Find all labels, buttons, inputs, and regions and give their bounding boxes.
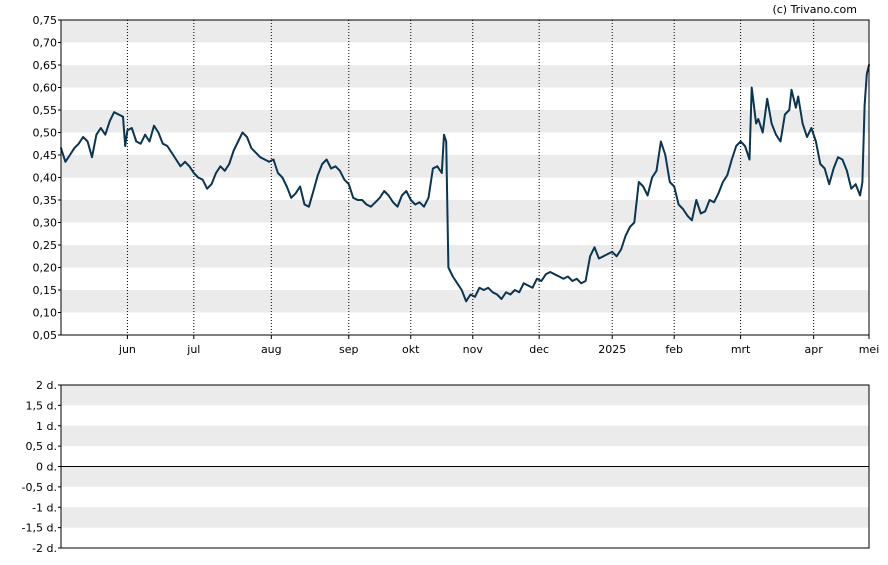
y-tick-label: -1 d. <box>32 501 57 514</box>
y-tick-label: 0,35 <box>33 194 58 207</box>
grid-band <box>61 385 869 406</box>
grid-band <box>61 245 869 268</box>
credit-text: (c) Trivano.com <box>772 3 857 16</box>
grid-band <box>61 20 869 43</box>
grid-band <box>61 110 869 133</box>
y-tick-label: 0,30 <box>33 217 58 230</box>
x-tick-label: apr <box>805 343 824 356</box>
grid-band <box>61 155 869 178</box>
price-chart-panel: 0,75 0,70 0,65 0,60 0,55 0,50 0,45 0,40 0,35 0,30… <box>33 14 880 356</box>
y-tick-label: 0,50 <box>33 127 58 140</box>
y-tick-label: 0,10 <box>33 307 58 320</box>
grid-band <box>61 65 869 88</box>
y-tick-label: 0,65 <box>33 59 58 72</box>
y-tick-label: 0,40 <box>33 172 58 185</box>
price-chart-bands <box>61 20 869 313</box>
x-tick-label: jun <box>118 343 136 356</box>
x-tick-label: mei <box>859 343 880 356</box>
volume-chart-frame <box>60 384 870 549</box>
y-tick-label: 0,55 <box>33 104 58 117</box>
y-tick-label: 0 d. <box>36 461 57 474</box>
y-tick-label: 1 d. <box>36 420 57 433</box>
grid-band <box>61 466 869 487</box>
y-tick-label: 0,75 <box>33 14 58 27</box>
x-tick-label: 2025 <box>598 343 626 356</box>
volume-chart-bands <box>61 385 869 528</box>
x-tick-label: feb <box>665 343 683 356</box>
y-tick-label: 0,60 <box>33 82 58 95</box>
y-tick-label: -0,5 d. <box>22 481 57 494</box>
y-tick-label: 0,15 <box>33 284 58 297</box>
x-tick-label: mrt <box>731 343 751 356</box>
y-tick-label: 0,20 <box>33 262 58 275</box>
x-tick-label: sep <box>339 343 358 356</box>
grid-band <box>61 425 869 447</box>
y-tick-label: 0,70 <box>33 37 58 50</box>
volume-chart-panel: 2 d. 1,5 d. 1 d. 0,5 d. 0 d. -0,5 d. -1 d. -1,5… <box>22 379 870 555</box>
y-tick-label: 2 d. <box>36 379 57 392</box>
x-tick-label: dec <box>529 343 549 356</box>
x-tick-label: nov <box>463 343 484 356</box>
y-tick-label: 0,05 <box>33 329 58 342</box>
grid-band <box>61 290 869 313</box>
price-series-line <box>60 64 870 303</box>
x-tick-label: jul <box>186 343 200 356</box>
y-tick-label: -1,5 d. <box>22 522 57 535</box>
y-tick-label: -2 d. <box>32 542 57 555</box>
grid-band <box>61 200 869 223</box>
y-tick-label: 0,25 <box>33 239 58 252</box>
grid-band <box>61 507 869 528</box>
y-tick-label: 0,5 d. <box>26 440 57 453</box>
price-y-axis: 0,75 0,70 0,65 0,60 0,55 0,50 0,45 0,40 0,35 0,30… <box>33 14 61 342</box>
x-tick-label: okt <box>402 343 420 356</box>
y-tick-label: 0,45 <box>33 149 58 162</box>
price-chart-frame <box>60 19 870 336</box>
y-tick-label: 1,5 d. <box>26 399 57 412</box>
date-x-axis: jun jul aug sep okt nov dec 2025 feb mrt apr mei <box>118 335 879 356</box>
x-tick-label: aug <box>261 343 282 356</box>
volume-y-axis: 2 d. 1,5 d. 1 d. 0,5 d. 0 d. -0,5 d. -1 d. -1,5… <box>22 379 61 555</box>
